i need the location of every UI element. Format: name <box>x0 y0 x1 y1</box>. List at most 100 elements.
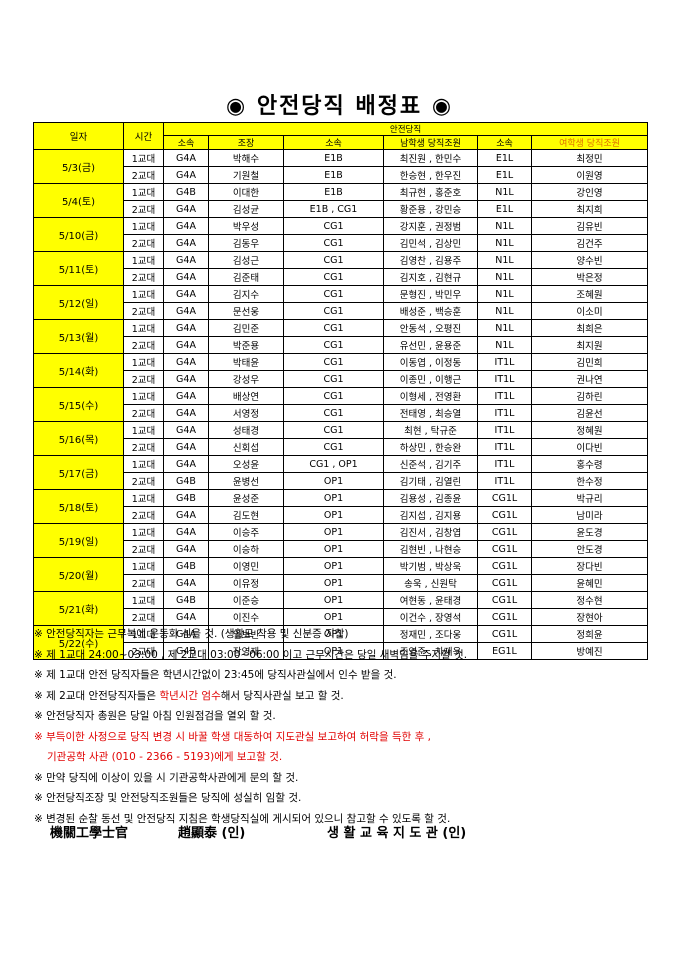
table-cell: 서영정 <box>208 404 284 422</box>
table-cell: 박해수 <box>208 149 284 167</box>
table-row: 2교대 G4A 김준태 CG1 김지호 , 김현규 N1L 박은정 <box>34 268 649 286</box>
table-cell: IT1L <box>477 387 532 405</box>
table-cell: G4A <box>163 149 209 167</box>
table-cell: IT1L <box>477 421 532 439</box>
table-cell: 신준석 , 김기주 <box>383 455 478 473</box>
table-cell: 1교대 <box>123 353 164 371</box>
table-cell: 박준용 <box>208 336 284 354</box>
note-text: ※ 제 2교대 안전당직자들은 <box>34 689 160 702</box>
table-cell: 강인영 <box>530 183 649 201</box>
table-cell: G4B <box>163 557 209 575</box>
table-cell: 2교대 <box>123 608 164 626</box>
header-date: 일자 <box>33 122 124 150</box>
table-cell: 안동석 , 오평진 <box>383 319 478 337</box>
table-cell: 1교대 <box>123 557 164 575</box>
table-cell: OP1 <box>283 489 384 507</box>
table-cell: 윤병선 <box>208 472 284 490</box>
table-cell: 김성근 <box>208 251 284 269</box>
table-row: 5/10(금) 1교대 G4A 박우성 CG1 강지훈 , 권정범 N1L 김유빈 <box>33 217 649 252</box>
table-cell: CG1 <box>283 370 384 388</box>
table-cell: 이준승 <box>208 591 284 609</box>
table-row: 5/19(일) 1교대 G4A 이승주 OP1 김진서 , 김창엽 CG1L 윤도경 <box>33 523 649 558</box>
table-cell: CG1L <box>477 591 532 609</box>
table-cell: 이다빈 <box>530 438 649 456</box>
table-cell: 2교대 <box>123 370 164 388</box>
table-cell: G4A <box>163 268 209 286</box>
table-cell: G4A <box>163 540 209 558</box>
table-cell: 김민준 <box>208 319 284 337</box>
table-cell: 2교대 <box>123 200 164 218</box>
table-row: 2교대 G4A 박준용 CG1 유선민 , 윤용준 N1L 최지원 <box>34 336 649 354</box>
table-cell: 최현 , 탁규준 <box>383 421 478 439</box>
table-cell: CG1 <box>283 285 384 303</box>
table-cell: CG1 <box>283 353 384 371</box>
table-cell: 김건주 <box>530 234 649 252</box>
table-cell: N1L <box>477 302 532 320</box>
table-cell: G4A <box>163 574 209 592</box>
table-cell: 박기범 , 박상욱 <box>383 557 478 575</box>
table-cell: G4A <box>163 319 209 337</box>
table-cell: 이소미 <box>530 302 649 320</box>
table-cell: 김기태 , 김열린 <box>383 472 478 490</box>
notes-section: ※ 안전당직자는 근무복에 운동화 신을 것. (생활모 착용 및 신분증 지참… <box>34 624 654 829</box>
table-cell: 양수빈 <box>530 251 649 269</box>
note-highlight: 학년시간 엄수 <box>159 689 221 702</box>
table-cell: IT1L <box>477 404 532 422</box>
table-cell: 김진서 , 김창엽 <box>383 523 478 541</box>
table-cell: 방예진 <box>530 642 649 660</box>
table-cell: 홍수령 <box>530 455 649 473</box>
table-row: 2교대 G4B 윤병선 OP1 김기태 , 김열린 IT1L 한수정 <box>34 472 649 490</box>
table-cell: 유선민 , 윤용준 <box>383 336 478 354</box>
table-cell: G4A <box>163 353 209 371</box>
table-cell: 윤성준 <box>208 489 284 507</box>
table-cell: 김용성 , 김종윤 <box>383 489 478 507</box>
table-cell: E1L <box>477 149 532 167</box>
table-row: 5/18(토) 1교대 G4B 윤성준 OP1 김용성 , 김종윤 CG1L 박규리 <box>33 489 649 524</box>
table-cell: 박은정 <box>530 268 649 286</box>
table-cell: 박우성 <box>208 217 284 235</box>
table-cell: 이영민 <box>208 557 284 575</box>
table-cell: CG1 <box>283 217 384 235</box>
note-item: ※ 만약 당직에 이상이 있을 시 기관공학사관에게 문의 할 것. <box>34 771 299 784</box>
table-cell: 최지희 <box>530 200 649 218</box>
date-cell: 5/11(토) <box>33 251 124 286</box>
table-cell: E1B <box>283 183 384 201</box>
table-cell: 이진수 <box>208 608 284 626</box>
table-cell: 정혜원 <box>530 421 649 439</box>
note-warning-contact: 기관공학 사관 (010 - 2366 - 5193)에게 보고할 것. <box>47 751 283 763</box>
table-cell: CG1 <box>283 234 384 252</box>
table-cell: OP1 <box>283 523 384 541</box>
table-cell: 1교대 <box>123 523 164 541</box>
table-cell: 1교대 <box>123 489 164 507</box>
note-item: ※ 제 1교대 안전 당직자들은 학년시간없이 23:45에 당직사관실에서 인… <box>34 669 397 681</box>
table-cell: 정수현 <box>530 591 649 609</box>
date-cell: 5/17(금) <box>33 455 124 490</box>
table-cell: OP1 <box>283 574 384 592</box>
table-row: 2교대 G4A 이유정 OP1 송욱 , 신원탁 CG1L 윤혜민 <box>34 574 649 592</box>
table-cell: IT1L <box>477 353 532 371</box>
table-cell: CG1L <box>477 540 532 558</box>
table-cell: 황준용 , 강민승 <box>383 200 478 218</box>
table-cell: CG1 <box>283 268 384 286</box>
table-cell: 최규현 , 홍준호 <box>383 183 478 201</box>
table-cell: 2교대 <box>123 336 164 354</box>
table-cell: 오성윤 <box>208 455 284 473</box>
header-sub: 소속 <box>163 135 209 150</box>
table-row: 5/12(일) 1교대 G4A 김지수 CG1 문형진 , 박민우 N1L 조혜원 <box>33 285 649 320</box>
table-cell: 이동엽 , 이정동 <box>383 353 478 371</box>
table-cell: 장다빈 <box>530 557 649 575</box>
table-cell: IT1L <box>477 438 532 456</box>
table-cell: 1교대 <box>123 183 164 201</box>
date-cell: 5/14(화) <box>33 353 124 388</box>
table-cell: 김지수 <box>208 285 284 303</box>
table-cell: 이종민 , 이행근 <box>383 370 478 388</box>
table-cell: 하상민 , 한승완 <box>383 438 478 456</box>
table-cell: 김동우 <box>208 234 284 252</box>
table-cell: 김준태 <box>208 268 284 286</box>
table-row: 5/21(화) 1교대 G4B 이준승 OP1 여현동 , 윤태경 CG1L 정수현 <box>33 591 649 626</box>
table-cell: G4B <box>163 591 209 609</box>
table-cell: IT1L <box>477 370 532 388</box>
table-cell: 한승현 , 한우진 <box>383 166 478 184</box>
table-row: 2교대 G4B 장영재 OP1 조영준 , 차재욱 EG1L 방예진 <box>34 642 649 660</box>
table-row: 2교대 G4A 강성우 CG1 이종민 , 이행근 IT1L 권나연 <box>34 370 649 388</box>
